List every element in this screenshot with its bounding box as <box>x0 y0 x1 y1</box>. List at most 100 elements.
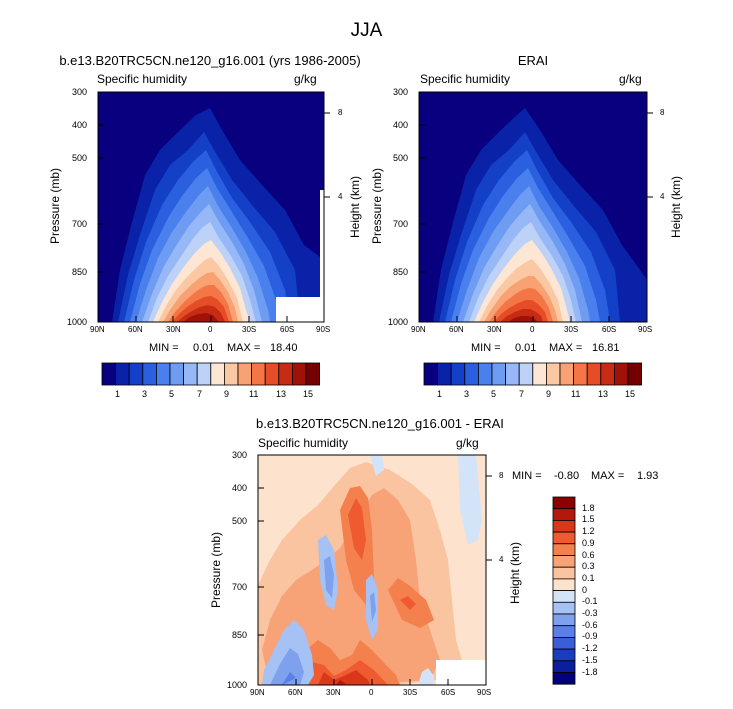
panel3-cbtick: -0.6 <box>582 619 598 630</box>
panel3-contours <box>258 455 486 685</box>
panel1-colorbar-swatch <box>305 362 321 386</box>
panel3-cbtick: 0.6 <box>582 549 595 560</box>
panel2-xtick-60s: 60S <box>602 325 617 334</box>
panel2-max-label: MAX = <box>549 342 583 354</box>
panel1-variable-label: Specific humidity <box>97 72 188 86</box>
panel3-height-tick-4: 4 <box>499 555 504 564</box>
panel2-units-label: g/kg <box>619 72 642 86</box>
panel3-colorbar-swatch <box>552 637 576 650</box>
panel3-colorbar-swatch <box>552 531 576 545</box>
panel1-min-value: 0.01 <box>193 342 215 354</box>
panel2-xtick-0: 0 <box>530 325 535 334</box>
panel2-xtick-30n: 30N <box>487 325 502 334</box>
panel3-ytick-700: 700 <box>232 582 248 592</box>
panel3-colorbar-swatch <box>552 578 576 592</box>
panel1-cbtick-9: 9 <box>224 389 230 399</box>
panel2-variable-label: Specific humidity <box>420 72 511 86</box>
panel2-title: ERAI <box>517 53 549 68</box>
panel3-xtick-60s: 60S <box>441 688 456 697</box>
panel1-title: b.e13.B20TRC5CN.ne120_g16.001 (yrs 1986-… <box>59 53 361 68</box>
panel2-xtick-90s: 90S <box>638 325 653 334</box>
panel2-ytick-700: 700 <box>393 219 409 229</box>
panel3-cbtick: 1.5 <box>582 514 595 525</box>
panel3-colorbar-swatch <box>552 660 576 673</box>
panel1-height-tick-8: 8 <box>338 108 343 117</box>
panel3-colorbar-swatch <box>552 672 576 685</box>
panel2-colorbar-swatch <box>627 362 643 386</box>
panel3-max-value: 1.93 <box>637 470 659 482</box>
panel2-min-label: MIN = <box>471 342 501 354</box>
panel1-ytick-300: 300 <box>72 87 88 97</box>
panel2-ytick-400: 400 <box>393 120 409 130</box>
panel3-cbtick: -0.9 <box>582 631 598 642</box>
panel3-cbtick: -1.5 <box>582 654 598 665</box>
panel3-height-tick-8: 8 <box>499 471 504 480</box>
panel3-cbtick: 0 <box>582 584 588 595</box>
panel3-colorbar-swatch <box>552 508 576 521</box>
panel2-max-value: 16.81 <box>592 342 620 354</box>
panel1-cbtick-15: 15 <box>303 389 314 399</box>
panel2-ytick-500: 500 <box>393 153 409 163</box>
panel1-cbtick-11: 11 <box>249 389 259 399</box>
panel1-contours <box>98 92 324 322</box>
panel3-cbtick: 0.3 <box>582 561 595 572</box>
panel3-colorbar-swatch <box>552 520 576 533</box>
panel2-cbtick-11: 11 <box>571 389 581 399</box>
panel3-xtick-60n: 60N <box>288 688 303 697</box>
panel3-colorbar-swatch <box>552 566 576 580</box>
panel1-cbtick-5: 5 <box>169 389 175 399</box>
panel1-xtick-0: 0 <box>208 325 213 334</box>
panel3-colorbar-swatch <box>552 590 576 603</box>
panel1-ytick-850: 850 <box>72 267 88 277</box>
panel3-xtick-30n: 30N <box>326 688 341 697</box>
panel2-ytick-300: 300 <box>393 87 409 97</box>
panel3-colorbar-swatch <box>552 496 576 510</box>
panel3-cbtick: -1.8 <box>582 666 598 677</box>
panel3-variable-label: Specific humidity <box>258 436 349 450</box>
panel1-max-value: 18.40 <box>270 342 298 354</box>
panel3-xtick-0: 0 <box>369 688 374 697</box>
panel3-cbtick: 1.8 <box>582 502 595 513</box>
panel1-ytick-700: 700 <box>72 219 88 229</box>
panel2-cbtick-15: 15 <box>625 389 636 399</box>
panel2-height-tick-4: 4 <box>660 192 665 201</box>
panel1-units-label: g/kg <box>294 72 317 86</box>
panel3-cbtick: 1.2 <box>582 526 595 537</box>
panel2-ytick-1000: 1000 <box>388 317 409 327</box>
panel3-cbtick: -1.2 <box>582 643 598 654</box>
panel3-colorbar-swatch <box>552 601 576 615</box>
panel3-ytick-300: 300 <box>232 450 248 460</box>
panel3-cbtick: -0.1 <box>582 596 598 607</box>
panel1-xtick-90s: 90S <box>316 325 331 334</box>
panel1-cbtick-1: 1 <box>115 389 121 399</box>
panel3-colorbar-swatch <box>552 613 576 627</box>
panel1-axis-ticks <box>98 91 330 322</box>
panel3-ytick-500: 500 <box>232 516 248 526</box>
panel3-xtick-90n: 90N <box>250 688 265 697</box>
panel1-cbtick-7: 7 <box>197 389 203 399</box>
panel1-xtick-30s: 30S <box>242 325 257 334</box>
panel1-max-label: MAX = <box>227 342 261 354</box>
panel1-cbtick-13: 13 <box>276 389 287 399</box>
panel2-contours <box>419 92 647 322</box>
panel1-xtick-60n: 60N <box>128 325 143 334</box>
panel2-height-tick-8: 8 <box>660 108 665 117</box>
panel1-height-tick-4: 4 <box>338 192 343 201</box>
panel3-max-label: MAX = <box>591 470 625 482</box>
panel1-xtick-30n: 30N <box>166 325 181 334</box>
panel2-cbtick-3: 3 <box>464 389 470 399</box>
panel3-xtick-90s: 90S <box>477 688 492 697</box>
panel2-cbtick-7: 7 <box>519 389 525 399</box>
panel2-xtick-90n: 90N <box>411 325 426 334</box>
panel3-title: b.e13.B20TRC5CN.ne120_g16.001 - ERAI <box>256 416 504 431</box>
panel3-cbtick: 0.9 <box>582 537 595 548</box>
panel2-cbtick-5: 5 <box>491 389 497 399</box>
panel1-ytick-400: 400 <box>72 120 88 130</box>
panel2-xtick-30s: 30S <box>564 325 579 334</box>
panel3-min-label: MIN = <box>512 470 542 482</box>
panel3-colorbar-swatch <box>552 648 576 662</box>
